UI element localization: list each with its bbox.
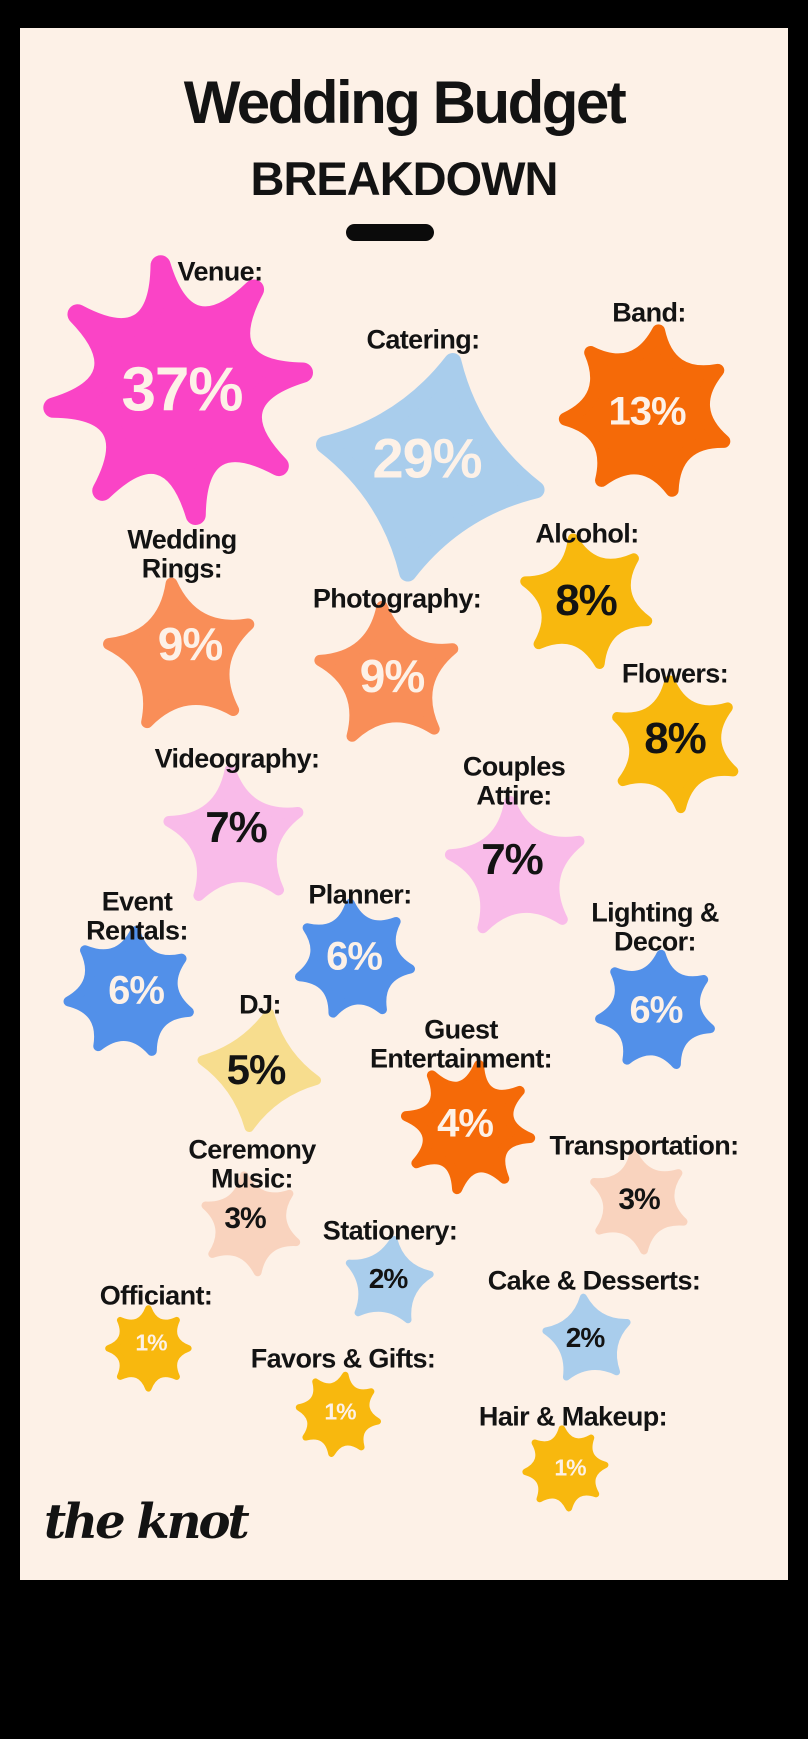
label-band: Band: [612, 297, 686, 328]
label-officiant: Officiant: [99, 1280, 213, 1311]
label-catering: Catering: [366, 324, 480, 355]
title-divider-dash [346, 224, 434, 241]
star-band-value: 13% [608, 389, 686, 434]
star-event-rentals-shape [63, 926, 194, 1056]
star-flowers-value: 8% [644, 714, 707, 763]
star-alcohol-value: 8% [555, 576, 618, 625]
star-flowers-shape [611, 675, 739, 813]
star-officiant-shape [104, 1304, 192, 1392]
star-transportation-shape [590, 1149, 688, 1255]
star-guest-entertainment-value: 4% [437, 1101, 494, 1146]
star-couples-attire-value: 7% [481, 835, 544, 884]
star-planner-shape [294, 898, 415, 1018]
label-ceremony-music: Ceremony Music: [188, 1134, 316, 1193]
label-flowers: Flowers: [621, 658, 729, 689]
star-videography-value: 7% [205, 803, 268, 852]
star-wedding-rings-value: 9% [157, 618, 223, 670]
label-favors-gifts: Favors & Gifts: [250, 1343, 436, 1374]
label-hair-makeup: Hair & Makeup: [478, 1401, 668, 1432]
star-catering-value: 29% [372, 426, 482, 490]
page-subtitle: BREAKDOWN [250, 152, 559, 205]
star-hair-makeup-value: 1% [554, 1454, 586, 1481]
star-venue-value: 37% [121, 355, 243, 425]
star-lighting-decor-value: 6% [629, 989, 684, 1032]
page-title: Wedding Budget [183, 69, 627, 136]
star-venue-shape [43, 255, 313, 525]
star-event-rentals-value: 6% [108, 968, 165, 1013]
star-stationery-shape [345, 1235, 434, 1324]
star-favors-gifts-shape [295, 1371, 381, 1457]
label-alcohol: Alcohol: [535, 518, 639, 549]
star-guest-entertainment-shape [400, 1059, 536, 1195]
label-dj: DJ: [239, 989, 281, 1020]
star-dj-shape [197, 1008, 321, 1132]
star-planner-value: 6% [326, 934, 383, 979]
label-lighting-decor: Lighting & Decor: [591, 897, 719, 956]
label-event-rentals: Event Rentals: [86, 886, 188, 945]
label-cake-desserts: Cake & Desserts: [487, 1265, 701, 1296]
label-transportation: Transportation: [549, 1130, 739, 1161]
label-guest-entertainment: Guest Entertainment: [369, 1014, 553, 1073]
star-catering-shape [315, 352, 545, 582]
star-alcohol-shape [519, 533, 652, 669]
star-stationery-value: 2% [368, 1263, 408, 1294]
star-hair-makeup-shape [521, 1424, 609, 1512]
label-videography: Videography: [154, 743, 320, 774]
star-photography-value: 9% [359, 650, 425, 702]
star-band-shape [558, 324, 731, 497]
star-officiant-value: 1% [135, 1329, 167, 1356]
star-cake-desserts-value: 2% [565, 1322, 605, 1353]
label-wedding-rings: Wedding Rings: [127, 524, 237, 583]
star-transportation-value: 3% [618, 1183, 660, 1216]
star-cake-desserts-shape [542, 1293, 631, 1381]
star-favors-gifts-value: 1% [324, 1398, 356, 1425]
star-ceremony-music-value: 3% [224, 1202, 266, 1235]
star-dj-value: 5% [226, 1046, 287, 1093]
the-knot-logo: the knot [44, 1494, 250, 1550]
label-venue: Venue: [177, 256, 264, 287]
label-stationery: Stationery: [322, 1215, 458, 1246]
star-lighting-decor-shape [594, 949, 715, 1069]
star-wedding-rings-shape [103, 577, 255, 729]
star-ceremony-music-shape [201, 1171, 301, 1277]
star-videography-shape [163, 764, 304, 902]
label-couples-attire: Couples Attire: [462, 751, 566, 810]
star-photography-shape [314, 600, 459, 742]
label-planner: Planner: [308, 879, 412, 910]
label-photography: Photography: [312, 583, 482, 614]
star-couples-attire-shape [445, 795, 585, 934]
